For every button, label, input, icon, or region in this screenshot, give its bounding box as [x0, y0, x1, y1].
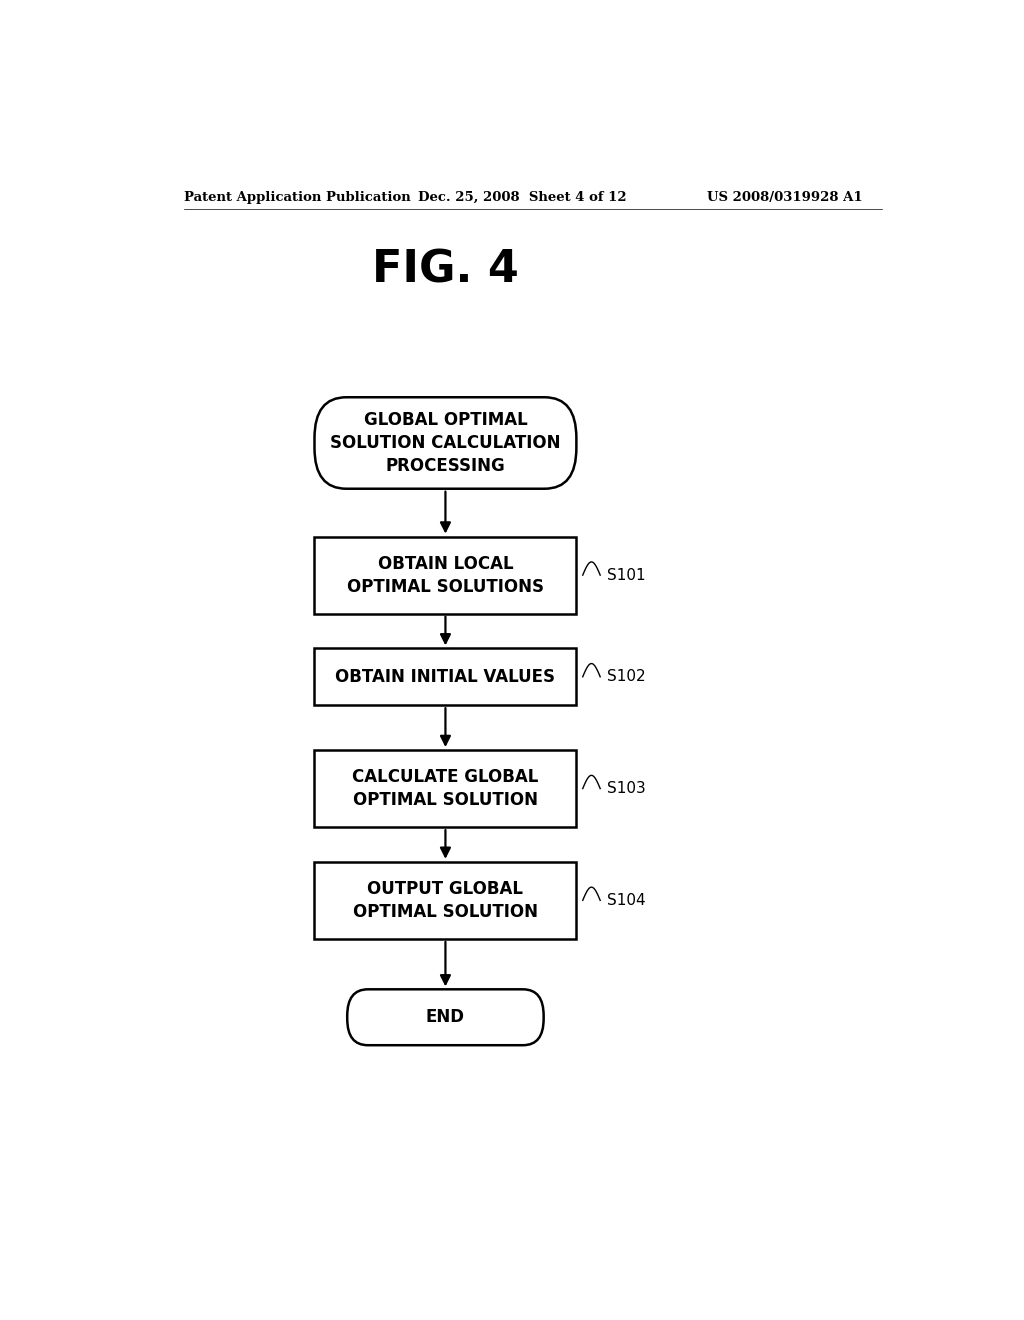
Text: OBTAIN LOCAL
OPTIMAL SOLUTIONS: OBTAIN LOCAL OPTIMAL SOLUTIONS: [347, 554, 544, 595]
Text: S104: S104: [606, 892, 645, 908]
Text: Dec. 25, 2008  Sheet 4 of 12: Dec. 25, 2008 Sheet 4 of 12: [418, 190, 627, 203]
Text: OUTPUT GLOBAL
OPTIMAL SOLUTION: OUTPUT GLOBAL OPTIMAL SOLUTION: [353, 880, 538, 921]
FancyBboxPatch shape: [314, 397, 577, 488]
Bar: [314, 862, 577, 939]
Text: FIG. 4: FIG. 4: [372, 248, 519, 292]
Text: S103: S103: [606, 781, 645, 796]
Text: S102: S102: [606, 669, 645, 684]
Bar: [314, 536, 577, 614]
Text: S101: S101: [606, 568, 645, 582]
Text: US 2008/0319928 A1: US 2008/0319928 A1: [708, 190, 863, 203]
Text: END: END: [426, 1008, 465, 1026]
Text: Patent Application Publication: Patent Application Publication: [183, 190, 411, 203]
Text: OBTAIN INITIAL VALUES: OBTAIN INITIAL VALUES: [336, 668, 555, 686]
Bar: [314, 648, 577, 705]
FancyBboxPatch shape: [347, 989, 544, 1045]
Text: GLOBAL OPTIMAL
SOLUTION CALCULATION
PROCESSING: GLOBAL OPTIMAL SOLUTION CALCULATION PROC…: [330, 411, 561, 475]
Bar: [314, 750, 577, 828]
Text: CALCULATE GLOBAL
OPTIMAL SOLUTION: CALCULATE GLOBAL OPTIMAL SOLUTION: [352, 768, 539, 809]
